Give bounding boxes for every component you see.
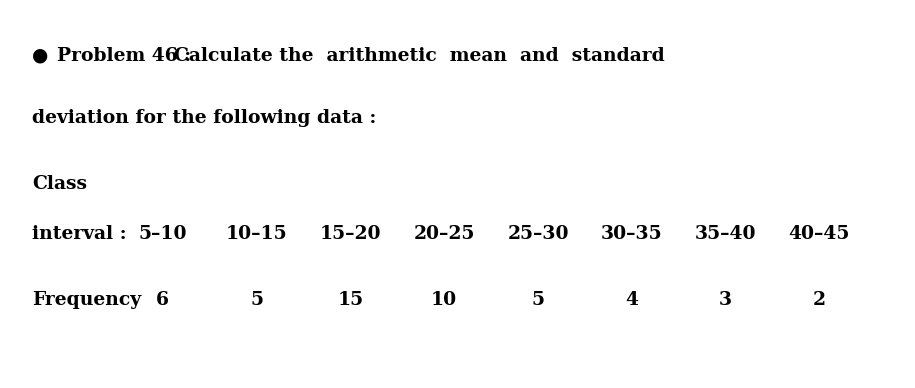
Text: 10: 10 [431, 291, 458, 309]
Text: 40–45: 40–45 [789, 225, 850, 243]
Text: 6: 6 [156, 291, 169, 309]
Text: 2: 2 [813, 291, 826, 309]
Text: 5–10: 5–10 [138, 225, 188, 243]
Text: Frequency: Frequency [32, 291, 141, 309]
Text: 5: 5 [532, 291, 544, 309]
Text: ●: ● [32, 47, 48, 64]
Text: interval :: interval : [32, 225, 126, 243]
Text: 5: 5 [250, 291, 264, 309]
Text: deviation for the following data :: deviation for the following data : [32, 109, 376, 126]
Text: 15–20: 15–20 [319, 225, 382, 243]
Text: 15: 15 [338, 291, 363, 309]
Text: 20–25: 20–25 [414, 225, 475, 243]
Text: 35–40: 35–40 [694, 225, 757, 243]
Text: Problem 46 :: Problem 46 : [57, 47, 191, 64]
Text: 10–15: 10–15 [226, 225, 287, 243]
Text: 25–30: 25–30 [507, 225, 569, 243]
Text: 3: 3 [719, 291, 732, 309]
Text: Calculate the  arithmetic  mean  and  standard: Calculate the arithmetic mean and standa… [174, 47, 664, 64]
Text: 4: 4 [625, 291, 639, 309]
Text: Class: Class [32, 175, 87, 192]
Text: 30–35: 30–35 [601, 225, 662, 243]
